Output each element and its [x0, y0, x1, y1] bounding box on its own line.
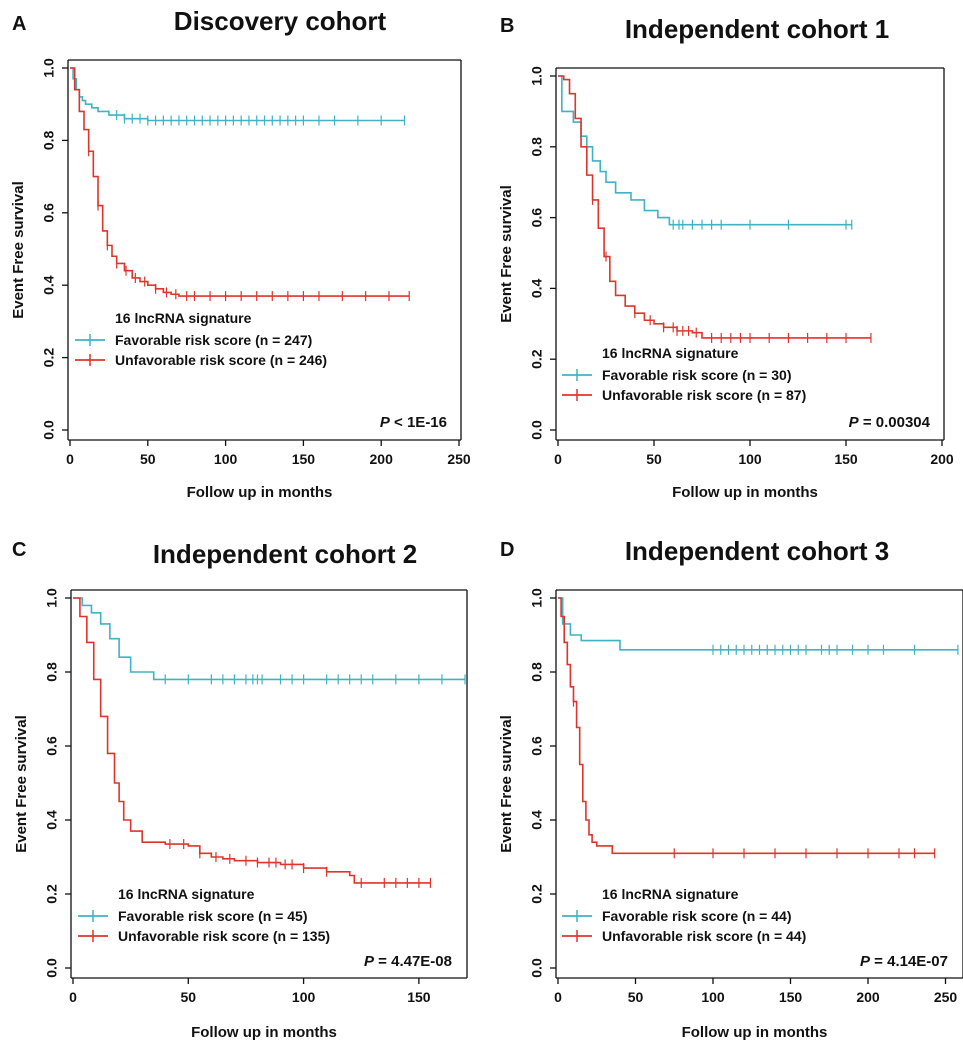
panel-letter-b: B [500, 15, 514, 37]
x-tick-label: 0 [554, 989, 562, 1005]
y-tick-label: 0.8 [41, 130, 57, 150]
km-curve-favorable [558, 75, 852, 226]
legend-entry-unfavorable: Unfavorable risk score (n = 135) [118, 928, 330, 944]
plot-b: 0 50 100 150 200 0.0 0.2 0.4 0.6 0.8 1.0 Follow up … [498, 66, 954, 501]
panel-letter-d: D [500, 539, 514, 561]
legend-title: 16 lncRNA signature [602, 886, 739, 902]
x-tick-label: 250 [447, 451, 471, 467]
x-tick-label: 50 [646, 451, 662, 467]
legend-entry-favorable: Favorable risk score (n = 30) [602, 367, 791, 383]
x-axis-label: Follow up in months [187, 484, 333, 501]
x-tick-label: 0 [554, 451, 562, 467]
plot-c: 0 50 100 150 0.0 0.2 0.4 0.6 0.8 1.0 Follow up in … [13, 588, 468, 1041]
y-tick-label: 0.0 [529, 958, 545, 978]
legend-title: 16 lncRNA signature [602, 345, 739, 361]
legend-entry-unfavorable: Unfavorable risk score (n = 246) [115, 352, 327, 368]
km-curve-unfavorable [558, 75, 871, 339]
y-tick-label: 0.6 [41, 203, 57, 223]
x-tick-label: 150 [834, 451, 858, 467]
y-tick-label: 1.0 [529, 588, 545, 608]
km-curve-unfavorable [558, 597, 935, 855]
p-value: P = 4.47E-08 [364, 953, 452, 970]
x-tick-label: 50 [181, 989, 197, 1005]
legend-entry-unfavorable: Unfavorable risk score (n = 87) [602, 387, 806, 403]
y-axis-label: Event Free survival [498, 715, 515, 853]
legend-title: 16 lncRNA signature [118, 886, 255, 902]
y-tick-label: 0.8 [529, 137, 545, 157]
x-tick-label: 100 [214, 451, 238, 467]
y-tick-label: 0.6 [529, 736, 545, 756]
km-curve-favorable [70, 67, 405, 122]
x-axis-label: Follow up in months [682, 1024, 828, 1041]
legend-title: 16 lncRNA signature [115, 310, 252, 326]
panel-d: D Independent cohort 3 [500, 536, 889, 566]
panel-c: C Independent cohort 2 [12, 539, 417, 569]
y-tick-label: 0.6 [44, 736, 60, 756]
x-tick-label: 100 [738, 451, 762, 467]
x-tick-label: 150 [407, 989, 431, 1005]
y-tick-label: 1.0 [44, 588, 60, 608]
p-value: P < 1E-16 [380, 414, 447, 431]
x-tick-label: 50 [628, 989, 644, 1005]
x-axis-label: Follow up in months [672, 484, 818, 501]
p-value: P = 4.14E-07 [860, 953, 948, 970]
x-tick-label: 150 [779, 989, 803, 1005]
km-curve-unfavorable [70, 67, 410, 297]
legend-entry-favorable: Favorable risk score (n = 247) [115, 332, 312, 348]
y-tick-label: 0.4 [529, 278, 545, 298]
legend-entry-favorable: Favorable risk score (n = 44) [602, 908, 791, 924]
y-tick-label: 0.2 [41, 348, 57, 368]
legend-entry-favorable: Favorable risk score (n = 45) [118, 908, 307, 924]
y-tick-label: 0.6 [529, 208, 545, 228]
panel-b: B Independent cohort 1 [500, 14, 889, 44]
panel-title-b: Independent cohort 1 [625, 14, 889, 44]
x-tick-label: 250 [934, 989, 958, 1005]
panel-letter-a: A [12, 13, 26, 35]
y-tick-label: 1.0 [529, 66, 545, 86]
y-tick-label: 0.0 [44, 958, 60, 978]
x-tick-label: 200 [856, 989, 880, 1005]
x-tick-label: 100 [701, 989, 725, 1005]
y-tick-label: 0.0 [41, 420, 57, 440]
legend-entry-unfavorable: Unfavorable risk score (n = 44) [602, 928, 806, 944]
y-axis-label: Event Free survival [498, 185, 515, 323]
x-tick-label: 200 [930, 451, 954, 467]
km-curve-favorable [558, 597, 958, 651]
y-axis-label: Event Free survival [13, 715, 30, 853]
x-axis-label: Follow up in months [191, 1024, 337, 1041]
y-tick-label: 0.2 [529, 349, 545, 369]
x-tick-label: 0 [66, 451, 74, 467]
km-curve-favorable [73, 597, 465, 681]
x-tick-label: 150 [292, 451, 316, 467]
panel-title-d: Independent cohort 3 [625, 536, 889, 566]
y-tick-label: 0.2 [529, 884, 545, 904]
plot-d: 0 50 100 150 200 250 0.0 0.2 0.4 0.6 0.8 1.0 Follow … [498, 588, 963, 1041]
x-tick-label: 200 [370, 451, 394, 467]
y-tick-label: 0.4 [529, 810, 545, 830]
panel-a: A Discovery cohort [12, 6, 387, 36]
panel-title-c: Independent cohort 2 [153, 539, 417, 569]
y-tick-label: 0.4 [44, 810, 60, 830]
panel-letter-c: C [12, 539, 26, 561]
panel-title-a: Discovery cohort [174, 6, 387, 36]
y-tick-label: 0.8 [44, 662, 60, 682]
km-curve-unfavorable [73, 597, 431, 884]
plot-a: 0 50 100 150 200 250 0.0 0.2 0.4 0.6 0.8 1.0 Follow … [10, 58, 471, 501]
p-value: P = 0.00304 [849, 414, 931, 431]
y-tick-label: 1.0 [41, 58, 57, 78]
y-axis-label: Event Free survival [10, 181, 27, 319]
y-tick-label: 0.4 [41, 275, 57, 295]
x-tick-label: 50 [140, 451, 156, 467]
x-tick-label: 100 [292, 989, 316, 1005]
y-tick-label: 0.0 [529, 420, 545, 440]
y-tick-label: 0.2 [44, 884, 60, 904]
y-tick-label: 0.8 [529, 662, 545, 682]
x-tick-label: 0 [69, 989, 77, 1005]
